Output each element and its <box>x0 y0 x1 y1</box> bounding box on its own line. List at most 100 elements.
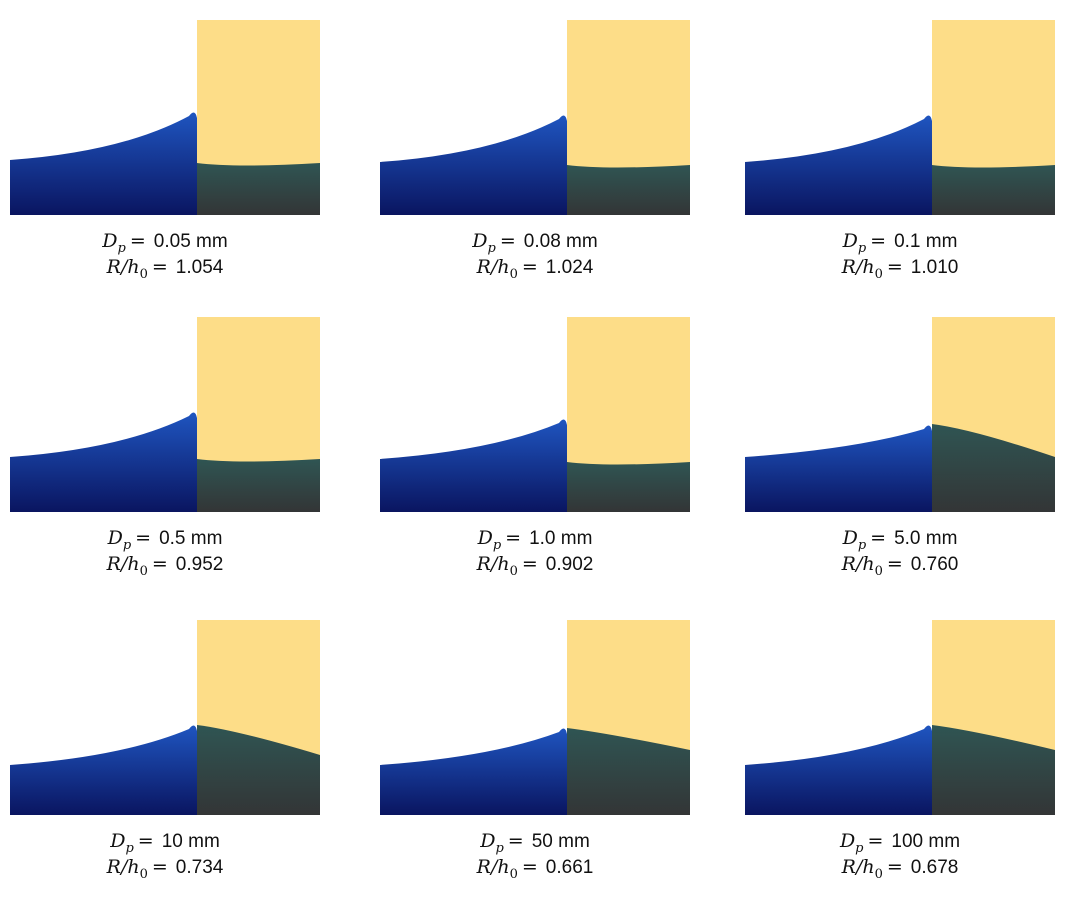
gate-region <box>932 20 1055 170</box>
left-granular <box>10 725 197 815</box>
equals: = <box>522 256 538 278</box>
panel <box>380 317 690 512</box>
right-granular <box>567 728 690 815</box>
dp-symbol: D <box>839 830 855 852</box>
dp-label: Dp = 0.08 mm <box>471 230 597 256</box>
ratio-value: 0.902 <box>546 554 594 575</box>
equals: = <box>152 856 168 878</box>
dp-symbol: D <box>842 230 858 252</box>
panel <box>10 317 320 512</box>
ratio-value: 1.010 <box>911 257 959 278</box>
panel <box>745 317 1055 512</box>
ratio-label: R/h0 = 1.024 <box>476 256 594 282</box>
left-granular <box>10 112 197 215</box>
dp-subscript: p <box>123 538 132 553</box>
gate-region <box>567 317 690 467</box>
dp-value: 0.05 mm <box>154 231 228 252</box>
equals: = <box>508 830 524 852</box>
dp-label: Dp = 0.1 mm <box>842 230 958 256</box>
right-granular <box>197 725 320 815</box>
dp-value: 0.08 mm <box>524 231 598 252</box>
dp-subscript: p <box>125 841 134 856</box>
dp-symbol: D <box>109 830 125 852</box>
ratio-subscript: 0 <box>140 867 148 882</box>
ratio-subscript: 0 <box>875 867 883 882</box>
dp-value: 50 mm <box>532 831 590 852</box>
dp-label: Dp = 10 mm <box>109 830 220 856</box>
dp-symbol: D <box>479 830 495 852</box>
ratio-symbol: R/h <box>841 856 875 878</box>
equals: = <box>152 256 168 278</box>
left-granular <box>745 425 932 512</box>
dp-subscript: p <box>118 241 127 256</box>
ratio-subscript: 0 <box>140 267 148 282</box>
right-granular <box>567 462 690 512</box>
dp-label: Dp = 1.0 mm <box>477 527 593 553</box>
panel <box>745 620 1055 815</box>
equals: = <box>887 856 903 878</box>
dp-label: Dp = 0.5 mm <box>107 527 223 553</box>
ratio-subscript: 0 <box>140 564 148 579</box>
right-granular <box>932 424 1055 512</box>
panel <box>380 20 690 215</box>
right-granular <box>567 165 690 215</box>
ratio-label: R/h0 = 0.734 <box>106 856 224 882</box>
ratio-value: 0.760 <box>911 554 959 575</box>
right-granular <box>932 165 1055 215</box>
dp-subscript: p <box>855 841 864 856</box>
panel <box>745 20 1055 215</box>
dp-value: 100 mm <box>891 831 960 852</box>
left-granular <box>380 728 567 815</box>
dp-subscript: p <box>495 841 504 856</box>
ratio-value: 0.734 <box>176 857 224 878</box>
panel <box>10 620 320 815</box>
equals: = <box>505 527 521 549</box>
left-granular <box>745 115 932 215</box>
left-granular <box>10 412 197 512</box>
equals: = <box>135 527 151 549</box>
ratio-symbol: R/h <box>476 553 510 575</box>
equals: = <box>870 230 886 252</box>
dp-value: 0.5 mm <box>159 528 222 549</box>
ratio-label: R/h0 = 1.010 <box>841 256 959 282</box>
dp-value: 10 mm <box>162 831 220 852</box>
left-granular <box>380 419 567 512</box>
equals: = <box>522 856 538 878</box>
right-granular <box>197 459 320 512</box>
ratio-label: R/h0 = 0.661 <box>476 856 594 882</box>
ratio-subscript: 0 <box>510 867 518 882</box>
right-granular <box>197 163 320 215</box>
ratio-value: 0.952 <box>176 554 224 575</box>
equals: = <box>500 230 516 252</box>
ratio-label: R/h0 = 1.054 <box>106 256 224 282</box>
dp-symbol: D <box>477 527 493 549</box>
dp-subscript: p <box>488 241 497 256</box>
ratio-value: 0.678 <box>911 857 959 878</box>
ratio-symbol: R/h <box>841 256 875 278</box>
ratio-label: R/h0 = 0.760 <box>841 553 959 579</box>
equals: = <box>887 553 903 575</box>
right-granular <box>932 725 1055 815</box>
dp-symbol: D <box>842 527 858 549</box>
ratio-label: R/h0 = 0.952 <box>106 553 224 579</box>
dp-value: 0.1 mm <box>894 231 957 252</box>
dp-subscript: p <box>493 538 502 553</box>
dp-subscript: p <box>858 241 867 256</box>
gate-region <box>197 20 320 168</box>
equals: = <box>138 830 154 852</box>
equals: = <box>130 230 146 252</box>
ratio-symbol: R/h <box>476 256 510 278</box>
panel <box>380 620 690 815</box>
ratio-label: R/h0 = 0.678 <box>841 856 959 882</box>
dp-label: Dp = 50 mm <box>479 830 590 856</box>
left-granular <box>745 725 932 815</box>
dp-symbol: D <box>107 527 123 549</box>
dp-subscript: p <box>858 538 867 553</box>
panel <box>10 20 320 215</box>
dp-label: Dp = 100 mm <box>839 830 960 856</box>
ratio-symbol: R/h <box>106 256 140 278</box>
dp-value: 1.0 mm <box>529 528 592 549</box>
dp-symbol: D <box>471 230 487 252</box>
